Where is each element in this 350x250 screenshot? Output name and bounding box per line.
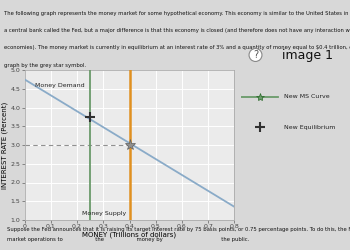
Text: Money Demand: Money Demand	[35, 82, 85, 87]
Text: a central bank called the Fed, but a major difference is that this economy is cl: a central bank called the Fed, but a maj…	[4, 28, 350, 33]
Text: economies). The money market is currently in equilibrium at an interest rate of : economies). The money market is currentl…	[4, 46, 350, 51]
X-axis label: MONEY (Trillions of dollars): MONEY (Trillions of dollars)	[83, 232, 176, 238]
Text: market operations to                    the                    money by         : market operations to the money by	[7, 238, 249, 242]
Text: New Equilibrium: New Equilibrium	[284, 124, 335, 130]
Text: graph by the grey star symbol.: graph by the grey star symbol.	[4, 63, 85, 68]
Text: image 1: image 1	[282, 48, 334, 62]
Text: Money Supply: Money Supply	[83, 212, 127, 216]
Text: New MS Curve: New MS Curve	[284, 94, 329, 100]
Text: Suppose the Fed announces that it is raising its target interest rate by 75 basi: Suppose the Fed announces that it is rai…	[7, 228, 350, 232]
Text: The following graph represents the money market for some hypothetical economy. T: The following graph represents the money…	[4, 10, 350, 16]
Y-axis label: INTEREST RATE (Percent): INTEREST RATE (Percent)	[1, 102, 8, 188]
Text: ?: ?	[253, 50, 258, 60]
